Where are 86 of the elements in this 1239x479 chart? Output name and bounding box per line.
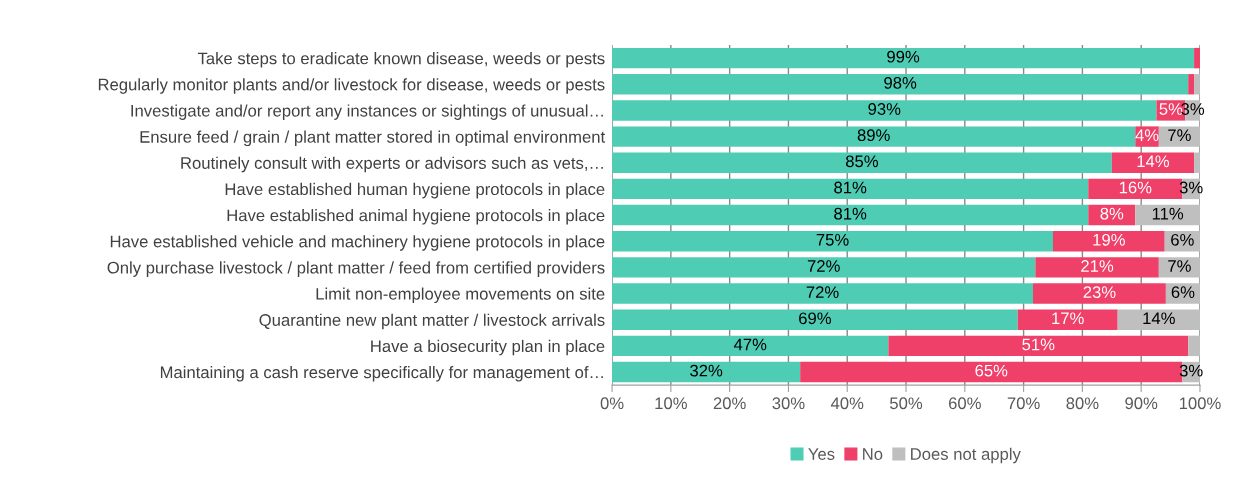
x-tick-label: 50% (890, 397, 923, 410)
bar (612, 178, 1089, 200)
bar (1188, 74, 1195, 95)
data-label: 6% (1171, 286, 1195, 299)
bar (612, 152, 1112, 173)
x-tick-label: 20% (713, 397, 746, 410)
data-label: 21% (1081, 260, 1114, 272)
x-tick-label: 100% (1179, 397, 1221, 410)
data-label: 7% (1168, 129, 1191, 141)
y-tick-label: Routinely consult with experts or advisors such as vets,… (181, 156, 603, 173)
data-label: 5% (1159, 103, 1183, 115)
data-label: 19% (1093, 233, 1125, 246)
data-label: 69% (799, 312, 831, 325)
data-label: 32% (690, 364, 723, 377)
data-label: 8% (1100, 207, 1124, 220)
bar (612, 204, 1089, 226)
data-label: 16% (1119, 181, 1152, 194)
data-label: 23% (1083, 286, 1116, 299)
x-tick-label: 70% (1007, 397, 1040, 410)
data-label: 99% (887, 50, 920, 63)
data-label: 85% (845, 155, 879, 168)
bar (1194, 74, 1200, 95)
data-label: 7% (1168, 260, 1191, 272)
bar (612, 257, 1036, 278)
data-label: 11% (1152, 207, 1184, 220)
bar (612, 231, 1053, 252)
data-label: 72% (807, 260, 840, 272)
bar (612, 126, 1136, 147)
data-label: 65% (975, 364, 1008, 377)
data-label: 47% (733, 338, 767, 351)
bar (1135, 204, 1200, 226)
bar (1117, 309, 1200, 330)
bar (612, 283, 1034, 304)
y-tick-label: Have established human hygiene protocols in place (225, 182, 605, 199)
x-tick-label: 60% (948, 397, 981, 410)
y-tick-label: Quarantine new plant matter / livestock arrivals (259, 313, 605, 330)
x-tick-label: 90% (1125, 397, 1158, 410)
data-label: 81% (834, 181, 867, 194)
data-label: 17% (1052, 312, 1084, 325)
bar (612, 361, 801, 383)
y-tick-label: Ensure feed / grain / plant matter stored in optimal environment (140, 130, 606, 147)
bar (1194, 47, 1200, 69)
legend-label: No (863, 448, 883, 460)
data-label: 81% (834, 207, 867, 220)
bar (1017, 309, 1118, 330)
legend-label: Does not apply (911, 447, 1021, 464)
bar (1033, 283, 1166, 304)
y-tick-label: Regularly monitor plants and/or livestock for disease, weeds or pests (98, 78, 605, 94)
bar (1188, 335, 1200, 357)
bar (612, 335, 889, 357)
bar (888, 335, 1189, 357)
bar (1053, 231, 1165, 252)
data-label: 89% (857, 129, 890, 142)
x-tick-label: 30% (772, 397, 805, 410)
bar (612, 100, 1157, 121)
data-label: 14% (1143, 312, 1175, 325)
x-tick-label: 0% (600, 397, 624, 410)
x-tick-label: 80% (1066, 397, 1099, 410)
bar (1111, 152, 1195, 173)
data-label: 51% (1022, 338, 1055, 351)
bar (612, 47, 1195, 69)
legend-label: Yes (808, 448, 835, 460)
bar (612, 74, 1189, 95)
data-label: 98% (884, 76, 917, 89)
data-label: 75% (816, 233, 849, 246)
data-label: 6% (1171, 233, 1194, 246)
data-label: 93% (868, 103, 901, 115)
y-tick-label: Maintaining a cash reserve specifically for management of… (160, 366, 603, 382)
x-tick-label: 40% (830, 397, 864, 410)
x-tick-label: 10% (655, 397, 687, 410)
bar (1194, 152, 1200, 173)
bar (612, 309, 1018, 330)
y-tick-label: Limit non-employee movements on site (316, 287, 605, 304)
data-label: 14% (1137, 155, 1170, 168)
bar (1158, 126, 1200, 147)
data-label: 4% (1135, 129, 1159, 141)
y-tick-label: Take steps to eradicate known disease, weeds or pests (197, 52, 605, 68)
y-tick-label: Only purchase livestock / plant matter / feed from certified providers (107, 261, 605, 277)
y-tick-label: Have established vehicle and machinery hygiene protocols in place (110, 235, 605, 251)
bar (1035, 257, 1159, 278)
bar (1165, 283, 1200, 304)
y-tick-label: Investigate and/or report any instances or sightings of unusual… (131, 104, 603, 120)
bar (1158, 257, 1200, 278)
y-tick-label: Have a biosecurity plan in place (371, 339, 605, 356)
data-label: 72% (806, 286, 839, 298)
y-tick-label: Have established animal hygiene protocols in place (227, 209, 605, 225)
